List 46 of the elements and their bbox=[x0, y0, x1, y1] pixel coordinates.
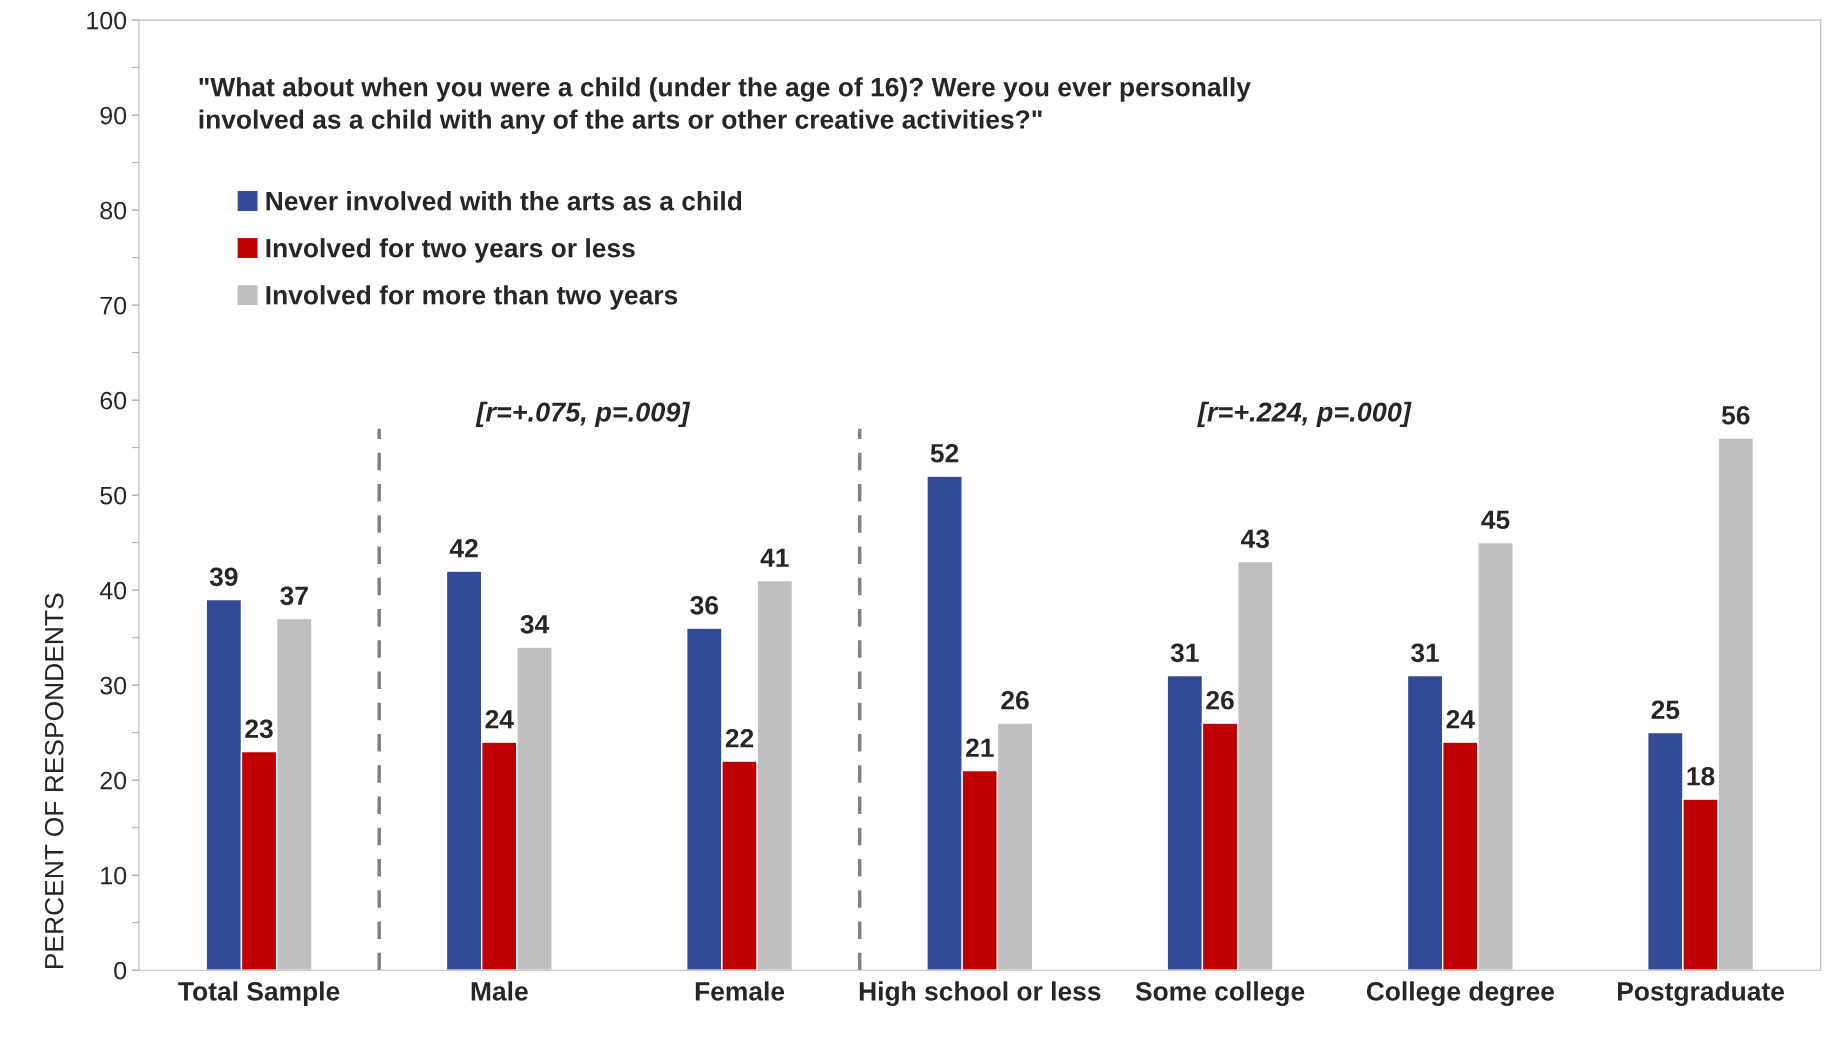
data-label: 42 bbox=[449, 538, 478, 558]
x-tick-label: Postgraduate bbox=[1618, 981, 1784, 1007]
data-label: 25 bbox=[1651, 700, 1680, 720]
data-label: 24 bbox=[1446, 709, 1475, 729]
data-label: 31 bbox=[1170, 643, 1199, 663]
legend-label: Involved for two years or less bbox=[266, 238, 635, 263]
data-label: 21 bbox=[966, 738, 994, 757]
y-tick-label: 40 bbox=[99, 581, 127, 600]
data-label: 37 bbox=[280, 586, 308, 606]
data-label: 36 bbox=[690, 595, 719, 615]
y-tick-label: 0 bbox=[114, 961, 127, 980]
data-label: 34 bbox=[520, 614, 550, 634]
data-label: 24 bbox=[485, 709, 514, 729]
annotation: [r=+.075, p=.009] bbox=[475, 401, 691, 428]
y-tick-label: 30 bbox=[100, 676, 127, 695]
data-label: 23 bbox=[245, 719, 273, 739]
data-label: 26 bbox=[1001, 690, 1029, 710]
y-tick-label: 80 bbox=[100, 201, 127, 220]
data-label: 31 bbox=[1411, 643, 1440, 663]
y-axis-title: PERCENT OF RESPONDENTS bbox=[44, 593, 64, 969]
data-label: 22 bbox=[725, 728, 754, 748]
data-label: 18 bbox=[1687, 766, 1715, 786]
y-tick-label: 10 bbox=[101, 866, 127, 885]
data-label: 41 bbox=[760, 548, 789, 567]
y-tick-label: 20 bbox=[100, 771, 127, 790]
data-label: 43 bbox=[1241, 529, 1270, 549]
x-tick-label: Female bbox=[695, 981, 785, 1001]
y-tick-label: 90 bbox=[100, 106, 127, 125]
x-tick-label: Some college bbox=[1135, 981, 1305, 1007]
data-label: 52 bbox=[930, 443, 959, 463]
legend-label: Involved for more than two years bbox=[266, 285, 678, 310]
x-tick-label: College degree bbox=[1366, 981, 1555, 1007]
x-tick-label: High school or less bbox=[859, 981, 1101, 1007]
x-tick-label: Male bbox=[471, 981, 528, 1001]
y-tick-label: 50 bbox=[100, 486, 127, 505]
annotation: "What about when you were a child (under the age of 16)? Were you ever personally involved as a child with any of the arts or other creative activities?" bbox=[199, 77, 1251, 135]
data-label: 26 bbox=[1206, 690, 1234, 710]
legend-label: Never involved with the arts as a child bbox=[266, 191, 742, 211]
annotation: [r=+.224, p=.000] bbox=[1197, 401, 1412, 428]
data-label: 45 bbox=[1481, 510, 1510, 530]
data-label: 56 bbox=[1721, 405, 1750, 425]
x-tick-label: Total Sample bbox=[178, 981, 340, 1006]
y-tick-label: 100 bbox=[87, 11, 127, 30]
y-tick-label: 60 bbox=[100, 391, 127, 410]
y-tick-label: 70 bbox=[100, 296, 127, 315]
data-label: 39 bbox=[209, 567, 238, 587]
